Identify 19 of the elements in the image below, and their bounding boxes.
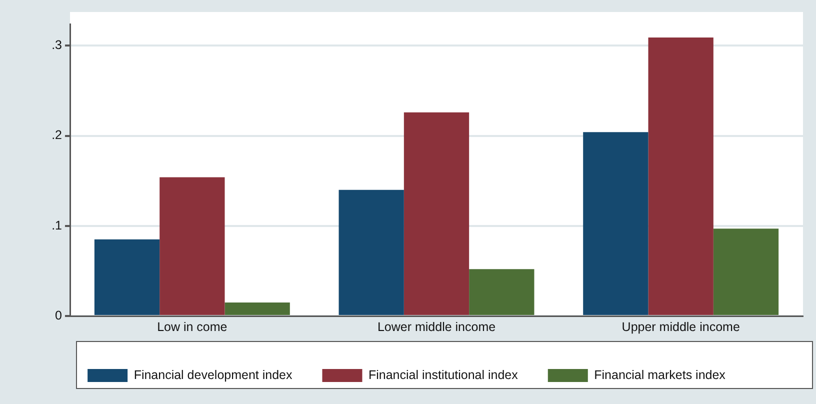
bar — [713, 228, 779, 315]
bar — [583, 132, 648, 315]
bar — [404, 112, 470, 315]
bar — [160, 177, 225, 315]
legend-label: Financial institutional index — [368, 368, 519, 382]
bar — [469, 269, 534, 315]
bar — [224, 302, 290, 315]
y-tick-label: .3 — [52, 38, 62, 52]
y-tick-label: 0 — [55, 308, 62, 322]
bar — [94, 239, 160, 315]
legend-label: Financial markets index — [594, 368, 726, 382]
bar — [648, 38, 714, 315]
x-tick-label: Lower middle income — [377, 320, 496, 334]
y-tick-label: .2 — [52, 128, 62, 142]
legend-label: Financial development index — [134, 368, 293, 382]
x-tick-label: Upper middle income — [622, 320, 740, 334]
y-tick-label: .1 — [52, 218, 62, 232]
x-tick-label: Low in come — [157, 320, 228, 334]
bar — [338, 190, 404, 315]
